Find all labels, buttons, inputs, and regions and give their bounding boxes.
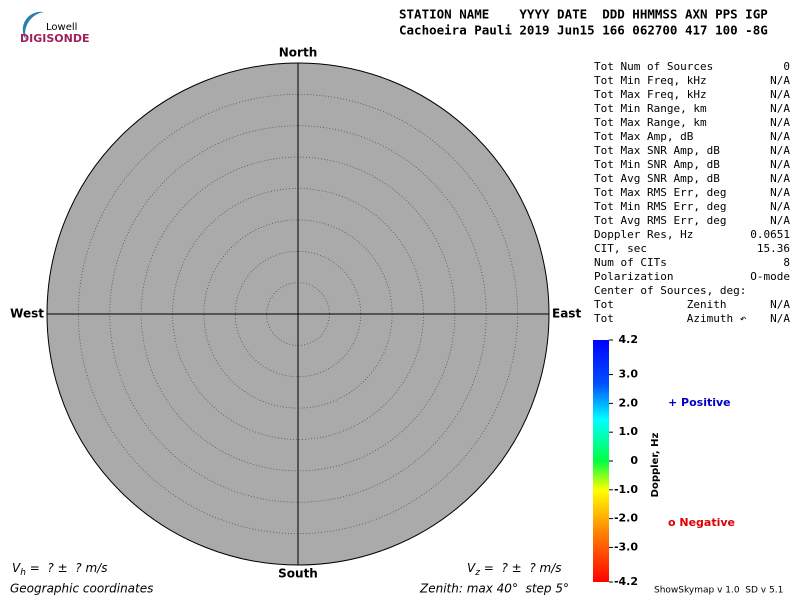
stat-value: N/A (770, 74, 790, 87)
stat-label: Polarization (594, 270, 673, 283)
header-columns: STATION NAME YYYY DATE DDD HHMMSS AXN PP… (399, 7, 768, 22)
stat-label: Tot Max Amp, dB (594, 130, 694, 143)
logo-bottom: DIGISONDE (20, 32, 89, 45)
stat-label: Tot Max Range, km (594, 116, 707, 129)
stat-value: N/A (770, 116, 790, 129)
north-label: North (279, 46, 317, 60)
stat-value: N/A (770, 186, 790, 199)
stat-label: Tot Avg SNR Amp, dB (594, 172, 720, 185)
stat-label: Tot Num of Sources (594, 60, 713, 73)
stat-label: Tot Min RMS Err, deg (594, 200, 726, 213)
version-text: ShowSkymap v 1.0 SD v 5.1 (654, 586, 783, 596)
stat-value: N/A (770, 172, 790, 185)
positive-legend: + Positive (668, 396, 731, 409)
stat-label: Tot Min Range, km (594, 102, 707, 115)
stat-label: Tot Azimuth ↶ (594, 312, 747, 325)
header-values: Cachoeira Pauli 2019 Jun15 166 062700 41… (399, 23, 768, 38)
colorbar-tick-label: -3.0 (614, 540, 638, 553)
stat-value: N/A (770, 102, 790, 115)
stat-label: Center of Sources, deg: (594, 284, 746, 297)
stat-label: Doppler Res, Hz (594, 228, 693, 241)
colorbar-tick-label: 0 (630, 454, 638, 467)
coords-text: Geographic coordinates (10, 582, 153, 596)
colorbar (593, 340, 609, 582)
negative-legend: o Negative (668, 516, 735, 529)
stat-value: 0 (783, 60, 790, 73)
stat-value: N/A (770, 130, 790, 143)
stat-label: Tot Avg RMS Err, deg (594, 214, 726, 227)
logo-arc (22, 11, 44, 40)
stat-value: 0.0651 (750, 228, 790, 241)
colorbar-title: Doppler, Hz (650, 433, 661, 498)
stat-value: N/A (770, 88, 790, 101)
stat-label: Tot Zenith (594, 298, 726, 311)
stat-value: N/A (770, 144, 790, 157)
vz-text: Vz = ? ± ? m/s (467, 561, 562, 578)
stat-value: 15.36 (757, 242, 790, 255)
stat-label: Tot Min Freq, kHz (594, 74, 707, 87)
south-label: South (278, 567, 318, 581)
stat-label: CIT, sec (594, 242, 647, 255)
zenith-text: Zenith: max 40° step 5° (419, 582, 569, 596)
stat-label: Tot Max SNR Amp, dB (594, 144, 720, 157)
west-label: West (10, 307, 44, 321)
stat-value: O-mode (750, 270, 790, 283)
colorbar-tick-label: 2.0 (619, 396, 639, 409)
colorbar-tick-label: 1.0 (619, 425, 639, 438)
stat-value: N/A (770, 214, 790, 227)
colorbar-tick-label: 3.0 (619, 368, 639, 381)
colorbar-tick-label: -2.0 (614, 512, 638, 525)
stat-label: Tot Max RMS Err, deg (594, 186, 726, 199)
vh-text: Vh = ? ± ? m/s (12, 561, 107, 578)
stat-label: Num of CITs (594, 256, 667, 269)
colorbar-tick-label: -1.0 (614, 483, 638, 496)
stat-label: Tot Max Freq, kHz (594, 88, 707, 101)
stat-value: N/A (770, 312, 790, 325)
logo-top: Lowell (46, 22, 77, 33)
stat-value: N/A (770, 200, 790, 213)
stat-value: N/A (770, 158, 790, 171)
colorbar-tick-label: -4.2 (614, 575, 638, 588)
stat-value: N/A (770, 298, 790, 311)
east-label: East (552, 307, 581, 321)
colorbar-tick-label: 4.2 (619, 333, 639, 346)
stat-label: Tot Min SNR Amp, dB (594, 158, 720, 171)
stat-value: 8 (783, 256, 790, 269)
